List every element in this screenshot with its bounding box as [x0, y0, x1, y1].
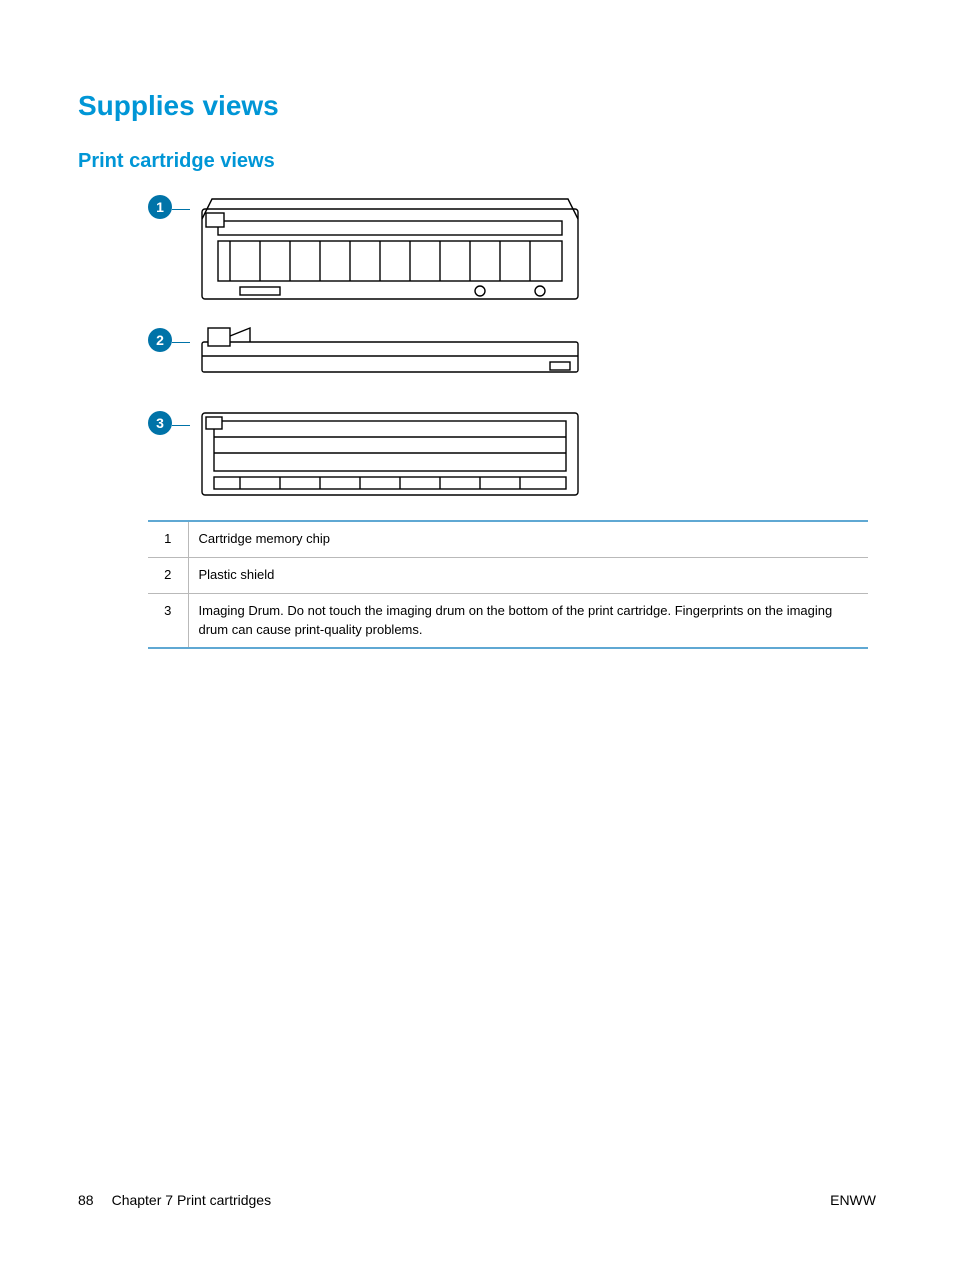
cartridge-top-view	[200, 191, 580, 306]
diagram-row-2: 2	[148, 324, 876, 379]
chapter-label: Chapter 7 Print cartridges	[112, 1192, 272, 1208]
callout-2: 2	[148, 328, 190, 352]
legend-num: 3	[148, 593, 188, 648]
cartridge-bottom-view	[200, 407, 580, 502]
page-footer: 88 Chapter 7 Print cartridges ENWW	[78, 1192, 876, 1208]
page-title: Supplies views	[78, 90, 876, 122]
diagram-area: 1	[78, 191, 876, 502]
callout-3: 3	[148, 411, 190, 435]
legend-text: Cartridge memory chip	[188, 522, 868, 557]
callout-circle: 1	[148, 195, 172, 219]
table-row: 2 Plastic shield	[148, 557, 868, 593]
diagram-row-3: 3	[148, 407, 876, 502]
callout-line	[172, 342, 190, 343]
legend-text: Imaging Drum. Do not touch the imaging d…	[188, 593, 868, 648]
cartridge-side-view	[200, 324, 580, 379]
callout-line	[172, 209, 190, 210]
callout-circle: 3	[148, 411, 172, 435]
callout-1: 1	[148, 195, 190, 219]
table-row: 1 Cartridge memory chip	[148, 522, 868, 557]
legend-text: Plastic shield	[188, 557, 868, 593]
legend-num: 2	[148, 557, 188, 593]
table-row: 3 Imaging Drum. Do not touch the imaging…	[148, 593, 868, 648]
diagram-row-1: 1	[148, 191, 876, 306]
callout-line	[172, 425, 190, 426]
callout-circle: 2	[148, 328, 172, 352]
section-title: Print cartridge views	[78, 150, 876, 173]
footer-left: 88 Chapter 7 Print cartridges	[78, 1192, 271, 1208]
page-number: 88	[78, 1192, 94, 1208]
lang-code: ENWW	[830, 1192, 876, 1208]
legend-table: 1 Cartridge memory chip 2 Plastic shield…	[148, 522, 868, 649]
legend-num: 1	[148, 522, 188, 557]
